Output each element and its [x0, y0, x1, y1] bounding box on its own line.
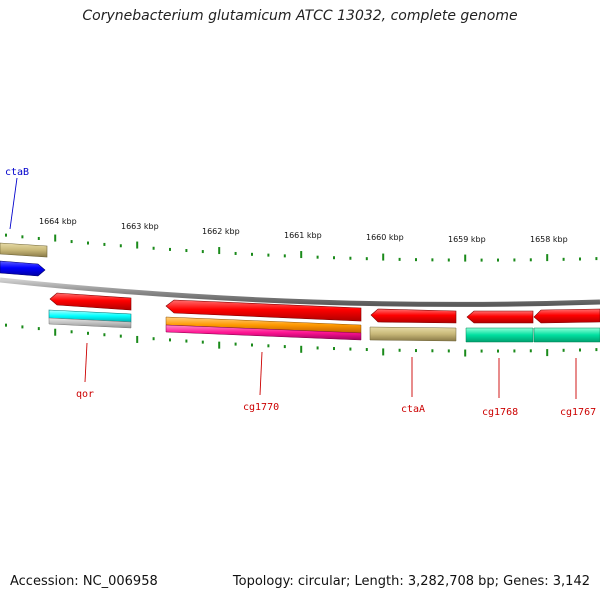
- gene-ctaB-arrow[interactable]: [0, 260, 46, 277]
- gene-qor-gray-feature[interactable]: [48, 317, 132, 329]
- gene-qor-arrow[interactable]: [49, 292, 132, 311]
- ctaB-leader: [9, 177, 18, 230]
- gene-cg1768-teal-feature[interactable]: [465, 327, 534, 343]
- map-title: Corynebacterium glutamicum ATCC 13032, c…: [82, 8, 518, 24]
- gene-cg1767-teal-feature[interactable]: [533, 327, 600, 343]
- gene-label-qor[interactable]: qor: [76, 389, 94, 400]
- gene-cg1767-arrow[interactable]: [533, 308, 600, 324]
- scale-label-1659: 1659 kbp: [448, 235, 486, 244]
- gene-label-cg1770[interactable]: cg1770: [243, 402, 279, 413]
- scale-label-1661: 1661 kbp: [284, 231, 322, 240]
- gene-label-cg1768[interactable]: cg1768: [482, 407, 518, 418]
- qor-leader: [84, 342, 88, 383]
- scale-labels: 1664 kbp 1663 kbp 1662 kbp 1661 kbp 1660…: [39, 217, 568, 244]
- accession-text: Accession: NC_006958: [10, 574, 158, 589]
- scale-ticks: [5, 233, 598, 262]
- gene-ctaA-khaki-feature[interactable]: [369, 326, 457, 342]
- gene-label-ctaA[interactable]: ctaA: [401, 404, 425, 415]
- gene-ctaA-arrow[interactable]: [370, 308, 457, 324]
- genome-summary-text: Topology: circular; Length: 3,282,708 bp…: [232, 574, 590, 589]
- scale-label-1658: 1658 kbp: [530, 235, 568, 244]
- scale-label-1660: 1660 kbp: [366, 233, 404, 242]
- gene-label-ctaB[interactable]: ctaB: [5, 167, 29, 178]
- genome-backbone: [0, 277, 600, 307]
- gene-cg1770-arrow[interactable]: [165, 299, 362, 322]
- gene-cg1770-magenta-feature[interactable]: [165, 324, 362, 341]
- scale-ticks-inner: [5, 323, 598, 357]
- scale-label-1664: 1664 kbp: [39, 217, 77, 226]
- gene-label-cg1767[interactable]: cg1767: [560, 407, 596, 418]
- scale-label-1662: 1662 kbp: [202, 227, 240, 236]
- gene-cg1768-arrow[interactable]: [466, 310, 534, 324]
- cg1770-leader: [259, 351, 263, 396]
- gene-ctaB-feature[interactable]: [0, 242, 48, 258]
- scale-label-1663: 1663 kbp: [121, 222, 159, 231]
